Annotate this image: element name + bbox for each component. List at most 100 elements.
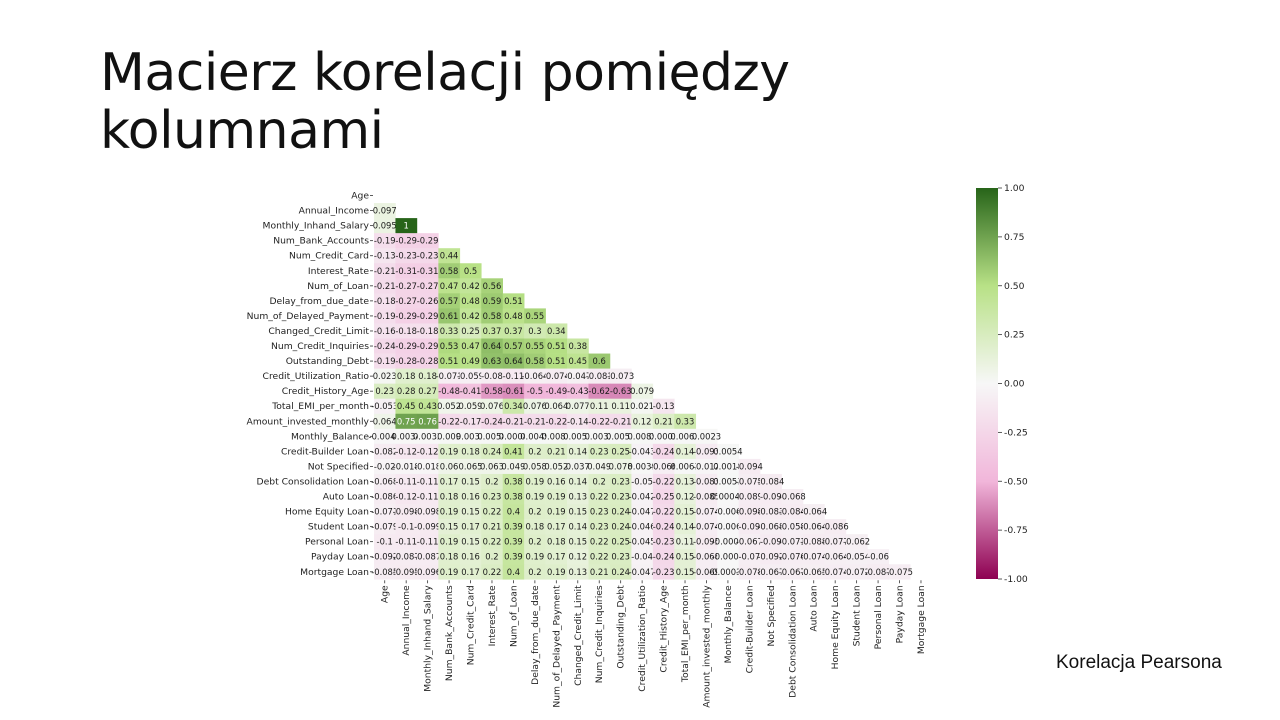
heatmap-cell <box>438 413 461 430</box>
heatmap-cell <box>374 534 396 550</box>
cell-value-label: -0.25 <box>653 492 675 502</box>
heatmap-cell <box>567 504 589 520</box>
heatmap-cell <box>760 549 782 565</box>
cell-value-label: -0.29 <box>395 311 417 321</box>
cell-value-label: -0.05 <box>631 476 653 486</box>
heatmap-cell <box>438 293 461 309</box>
cell-value-label: -0.047 <box>629 507 656 517</box>
cell-value-label: 0.2 <box>593 476 606 486</box>
heatmap-cell <box>438 353 461 369</box>
heatmap-cell <box>416 458 439 475</box>
cell-value-label: -0.045 <box>629 537 656 547</box>
heatmap-cell <box>395 353 418 369</box>
heatmap-cell <box>803 519 825 535</box>
cell-value-label: 0.19 <box>440 446 459 456</box>
cell-value-label: 0.22 <box>590 492 609 502</box>
cell-value-label: 0.4 <box>507 507 520 517</box>
x-tick-label: Outstanding_Debt <box>616 585 627 669</box>
cell-value-label: 0.48 <box>461 296 480 306</box>
cell-value-label: 0.48 <box>504 311 523 321</box>
heatmap-cell <box>545 353 568 369</box>
heatmap-cell <box>395 233 418 249</box>
heatmap-cell <box>374 218 396 234</box>
x-tick-label: Not Specified <box>766 585 777 646</box>
cell-value-label: 0.24 <box>611 567 630 577</box>
heatmap-cell <box>395 564 418 580</box>
cell-value-label: 0.53 <box>440 341 459 351</box>
cell-value-label: 0.3 <box>528 326 541 336</box>
cell-value-label: -0.053 <box>371 401 398 411</box>
y-tick-label: Num_of_Delayed_Payment <box>247 311 370 322</box>
cell-value-label: -0.087 <box>865 567 892 577</box>
heatmap-cell <box>652 473 675 490</box>
cell-value-label: 0.17 <box>461 522 480 532</box>
cell-value-label: -0.018 <box>414 461 441 471</box>
heatmap-cell <box>545 383 568 399</box>
cell-value-label: 0.15 <box>440 522 459 532</box>
cell-value-label: 0.63 <box>483 356 502 366</box>
cell-value-label: 0.052 <box>544 461 568 471</box>
heatmap-cell <box>845 534 868 550</box>
heatmap-cell <box>395 428 418 445</box>
cell-value-label: 0.15 <box>676 552 695 562</box>
cell-value-label: 0.39 <box>504 522 523 532</box>
cell-value-label: 0.47 <box>440 281 459 291</box>
heatmap-cell <box>459 383 482 399</box>
cell-value-label: 0.0032 <box>456 431 485 441</box>
heatmap-cell <box>545 489 568 505</box>
y-tick-label: Num_Credit_Inquiries <box>271 341 369 352</box>
cell-value-label: 0.19 <box>547 492 566 502</box>
colorbar-tick-label: 0.00 <box>1004 379 1025 390</box>
heatmap-cell <box>567 338 589 354</box>
heatmap-cell <box>481 443 503 460</box>
cell-value-label: 0.0018 <box>713 461 742 471</box>
cell-value-label: -0.066 <box>650 461 677 471</box>
y-tick-label: Credit_Utilization_Ratio <box>263 371 370 382</box>
heatmap-cell <box>395 263 418 279</box>
cell-value-label: -0.12 <box>395 446 417 456</box>
heatmap-cell <box>588 443 611 460</box>
cell-value-label: -0.078 <box>736 567 763 577</box>
heatmap-cell <box>631 534 654 550</box>
cell-value-label: 0.64 <box>483 341 502 351</box>
heatmap-cell <box>545 504 568 520</box>
heatmap-cell <box>588 458 611 475</box>
cell-value-label: -0.074 <box>822 567 849 577</box>
cell-value-label: 0.21 <box>654 416 673 426</box>
heatmap-cell <box>374 443 396 460</box>
heatmap-cell <box>416 293 439 309</box>
cell-value-label: -0.28 <box>395 356 417 366</box>
heatmap-cell <box>652 504 675 520</box>
heatmap-cell <box>567 549 589 565</box>
cell-value-label: -0.62 <box>588 386 610 396</box>
colorbar-tick-label: -0.25 <box>1004 427 1028 438</box>
heatmap-cell <box>717 534 739 550</box>
heatmap-cell <box>502 519 525 535</box>
cell-value-label: 0.23 <box>590 507 609 517</box>
x-axis-labels: Age Annual_Income Monthly_Inhand_Salary Num… <box>380 580 927 708</box>
heatmap-cell <box>760 564 782 580</box>
cell-value-label: -0.0003 <box>712 537 744 547</box>
cell-value-label: 0.0063 <box>670 431 699 441</box>
y-tick-label: Student Loan <box>308 522 369 533</box>
heatmap-cell <box>824 534 847 550</box>
heatmap-cell <box>416 428 439 445</box>
cell-value-label: -0.086 <box>371 492 398 502</box>
cell-value-label: 0.009 <box>437 431 461 441</box>
cell-value-label: -0.067 <box>736 537 763 547</box>
cell-value-label: -0.24 <box>653 522 675 532</box>
cell-value-label: 0.13 <box>676 476 695 486</box>
cell-value-label: -0.083 <box>757 507 784 517</box>
heatmap-cell <box>374 489 396 505</box>
cell-value-label: -0.074 <box>693 522 720 532</box>
cell-value-label: 0.15 <box>568 507 587 517</box>
cell-value-label: 0.17 <box>547 522 566 532</box>
heatmap-cell <box>374 413 396 430</box>
heatmap-cell <box>588 534 611 550</box>
cell-value-label: 0.15 <box>461 537 480 547</box>
heatmap-cell <box>459 564 482 580</box>
cell-value-label: -0.11 <box>503 371 525 381</box>
heatmap-cell <box>588 519 611 535</box>
cell-value-label: -0.22 <box>545 416 567 426</box>
heatmap-cell <box>481 368 503 384</box>
